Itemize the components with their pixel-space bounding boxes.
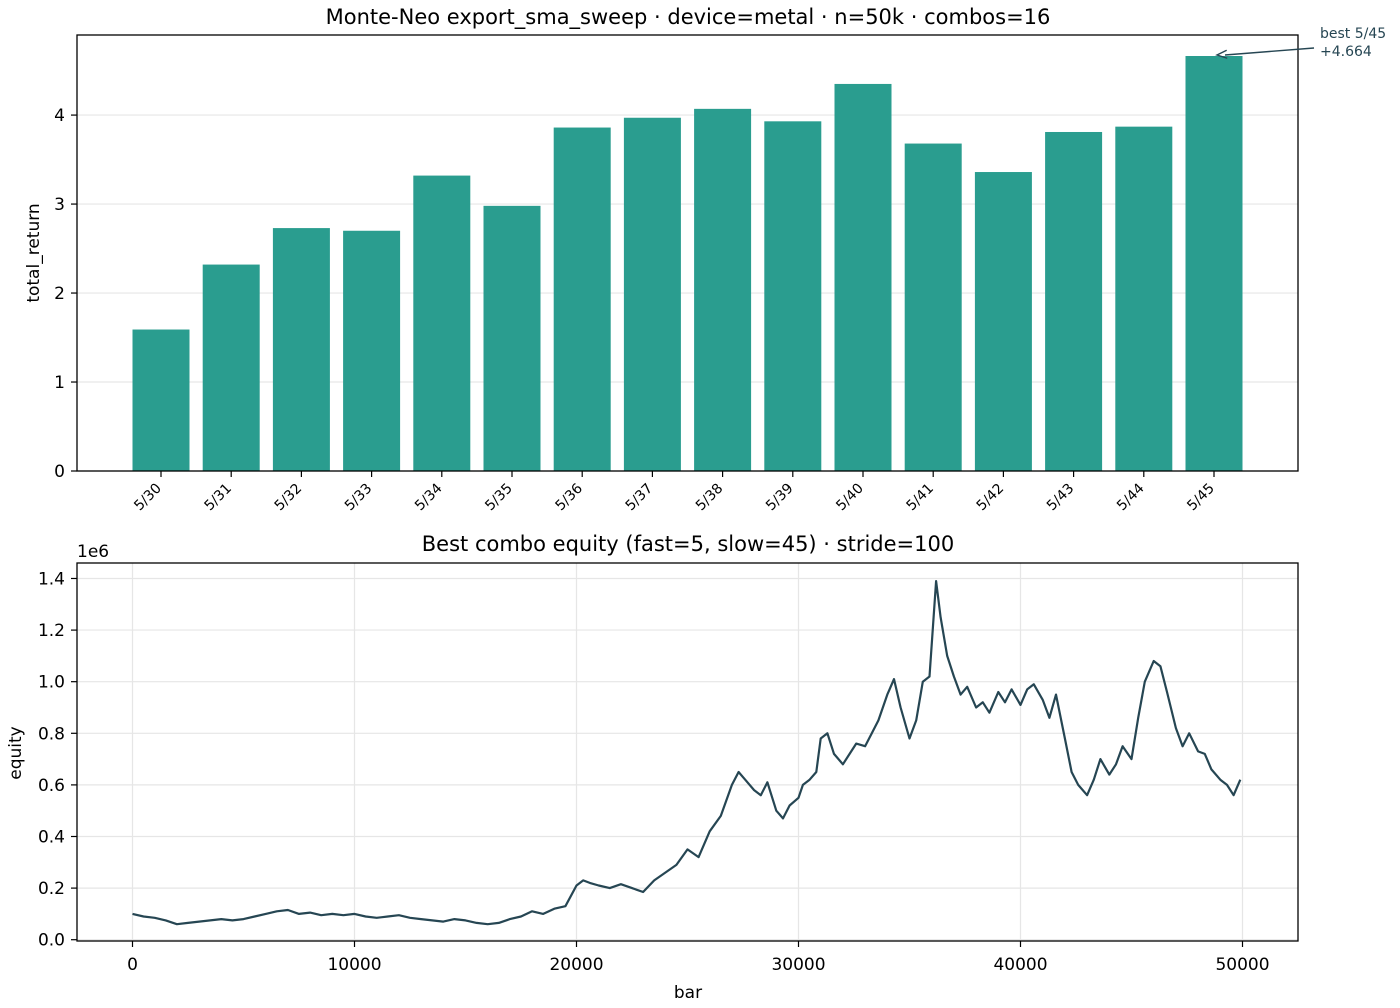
bar-chart-frame — [76, 34, 1299, 472]
best-annotation-line-1: best 5/45 — [1320, 26, 1386, 42]
best-annotation: best 5/45 +4.664 — [1215, 26, 1386, 60]
bar-chart-x-tick-label: 5/34 — [412, 480, 446, 514]
bar-5-37 — [623, 117, 681, 471]
bar-chart-x-tick-label: 5/36 — [552, 480, 586, 514]
line-chart-frame — [76, 562, 1299, 942]
bar-chart-x-tick-label: 5/35 — [482, 481, 516, 515]
bar-chart-x-ticks: 5/30 5/31 5/32 5/33 5/34 5/35 5/36 5/37 5/38 5/39… — [131, 471, 1218, 514]
bar-chart-gridlines — [77, 114, 1298, 472]
bar-5-30 — [132, 329, 190, 471]
bar-5-35 — [483, 205, 541, 471]
line-chart-y-tick-label: 1.2 — [38, 621, 65, 641]
line-chart-x-ticks: 0 10000 20000 30000 40000 50000 — [127, 941, 1270, 975]
bar-5-40 — [834, 83, 892, 471]
bar-chart-x-tick-label: 5/32 — [272, 481, 306, 515]
best-annotation-arrowhead — [1215, 49, 1228, 59]
line-chart-y-tick-label: 0.6 — [38, 776, 65, 796]
line-chart-x-tick-label: 20000 — [549, 955, 603, 975]
best-annotation-arrow — [1224, 47, 1315, 56]
bar-chart-title: Monte-Neo export_sma_sweep · device=meta… — [326, 5, 1051, 30]
bar-5-33 — [343, 230, 401, 471]
bar-5-45 — [1185, 55, 1243, 472]
bar-chart-x-tick-label: 5/44 — [1114, 480, 1148, 514]
bar-5-41 — [904, 143, 962, 471]
bar-chart-y-label: total_return — [24, 203, 44, 302]
bar-chart-y-tick-label: 4 — [54, 106, 65, 126]
line-chart-x-label: bar — [674, 983, 702, 1003]
bar-chart-x-tick-label: 5/42 — [974, 481, 1008, 515]
bar-5-42 — [974, 172, 1032, 471]
bar-chart-x-tick-label: 5/39 — [763, 481, 797, 515]
bar-chart-y-tick-label: 1 — [54, 373, 65, 393]
bar-5-43 — [1045, 131, 1103, 471]
bar-chart-x-tick-label: 5/37 — [623, 481, 657, 515]
bar-5-39 — [764, 121, 822, 471]
bar-5-34 — [413, 175, 471, 471]
line-chart-x-tick-label: 0 — [127, 955, 138, 975]
line-chart-y-tick-label: 0.4 — [38, 828, 65, 848]
line-chart-y-tick-label: 0.8 — [38, 724, 65, 744]
bar-chart-x-tick-label: 5/40 — [833, 481, 867, 515]
best-annotation-line-2: +4.664 — [1320, 44, 1372, 60]
line-chart-y-tick-label: 0.2 — [38, 879, 65, 899]
line-chart-y-label: equity — [6, 726, 26, 779]
line-chart-x-tick-label: 30000 — [771, 955, 825, 975]
line-chart-y-tick-label: 1.4 — [38, 569, 65, 589]
bar-chart-x-tick-label: 5/41 — [903, 481, 937, 515]
bar-5-32 — [272, 228, 330, 471]
bar-chart: Monte-Neo export_sma_sweep · device=meta… — [24, 5, 1386, 514]
bar-chart-y-ticks: 0 1 2 3 4 — [54, 106, 77, 482]
line-chart-title: Best combo equity (fast=5, slow=45) · st… — [422, 532, 954, 556]
line-chart-gridlines — [77, 563, 1298, 941]
line-chart-x-tick-label: 40000 — [993, 955, 1047, 975]
line-chart-x-tick-label: 10000 — [327, 955, 381, 975]
bar-chart-x-tick-label: 5/31 — [201, 481, 235, 515]
bar-chart-y-tick-label: 2 — [54, 284, 65, 304]
bar-chart-x-tick-label: 5/38 — [693, 481, 727, 515]
bar-chart-y-tick-label: 3 — [54, 195, 65, 215]
bar-5-31 — [202, 264, 260, 471]
equity-line — [132, 580, 1242, 926]
line-chart-y-tick-label: 0.0 — [38, 931, 65, 951]
bar-chart-bars — [132, 55, 1243, 472]
bar-chart-x-tick-label: 5/30 — [131, 481, 165, 515]
line-chart-x-tick-label: 50000 — [1215, 955, 1269, 975]
line-chart-offset-label: 1e6 — [77, 542, 109, 562]
bar-5-38 — [694, 108, 752, 471]
line-chart-y-ticks: 0.0 0.2 0.4 0.6 0.8 1.0 1.2 1.4 — [38, 569, 77, 951]
bar-chart-x-tick-label: 5/45 — [1184, 481, 1218, 515]
line-chart: Best combo equity (fast=5, slow=45) · st… — [6, 532, 1299, 1003]
line-chart-y-tick-label: 1.0 — [38, 673, 65, 693]
bar-chart-x-tick-label: 5/43 — [1044, 481, 1078, 515]
bar-5-36 — [553, 127, 611, 472]
bar-chart-y-tick-label: 0 — [54, 462, 65, 482]
bar-chart-x-tick-label: 5/33 — [342, 481, 376, 515]
bar-5-44 — [1115, 126, 1173, 471]
